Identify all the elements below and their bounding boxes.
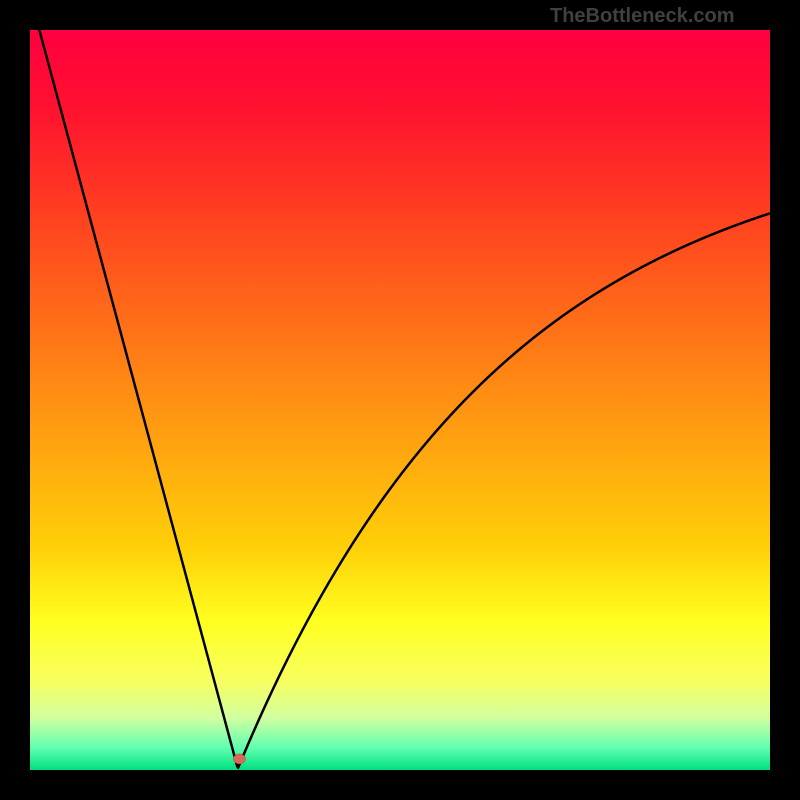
optimal-point-marker [233, 754, 245, 764]
watermark-text: TheBottleneck.com [550, 5, 734, 28]
plot-area [30, 30, 770, 770]
bottleneck-chart [0, 0, 800, 800]
